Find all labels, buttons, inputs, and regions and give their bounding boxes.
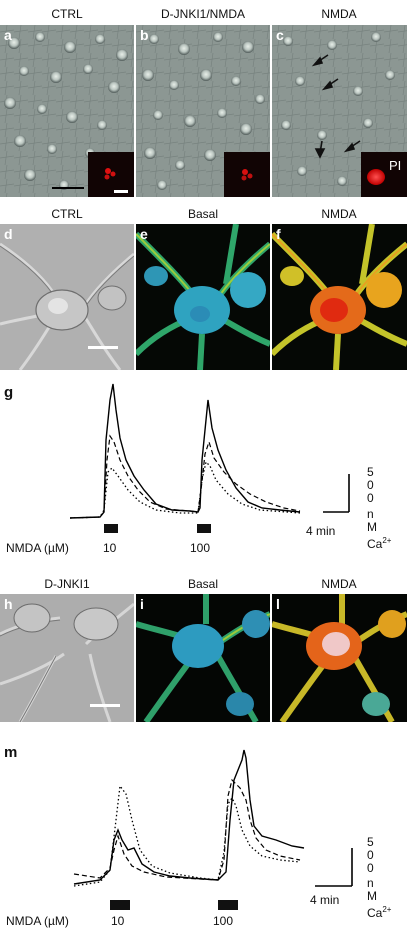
panel-letter-i: i (140, 596, 144, 612)
scale-value-g-1: 5 (367, 465, 374, 479)
scale-unit-g: n M Ca2+ (367, 508, 391, 551)
pi-stain-image-c (367, 169, 385, 185)
pi-inset-a (88, 152, 134, 197)
title-djnki1-nmda: D-JNKI1/NMDA (160, 7, 245, 21)
stim-bar-m-100 (218, 900, 238, 910)
scale-value-g: 5 0 0 (367, 466, 374, 505)
panel-letter-a: a (4, 27, 12, 43)
calcium-panel-l: l (272, 594, 407, 722)
pi-inset-b (224, 152, 270, 197)
trace-g-dotted (69, 460, 301, 519)
scale-bar-d (88, 346, 118, 349)
calcium-panel-f: f (272, 224, 407, 370)
trace-g-dashed (69, 434, 301, 519)
scale-unit-g-ca: Ca (367, 537, 383, 551)
dose-label-g-10: 10 (103, 541, 117, 555)
title-djnki1-row3: D-JNKI1 (44, 577, 90, 591)
scale-value-g-3: 0 (367, 491, 374, 505)
calcium-panel-i: i (136, 594, 270, 722)
micrograph-panel-a: a (0, 25, 134, 197)
scale-sup-m: 2+ (382, 905, 392, 914)
scale-unit-m-ca: Ca (367, 906, 383, 920)
calcium-image-e-basal (136, 224, 270, 370)
dic-image-h (0, 594, 134, 722)
scale-value-m-3: 0 (367, 861, 374, 875)
micrograph-panel-c: c PI (272, 25, 407, 197)
panel-letter-c: c (276, 27, 284, 43)
scale-bar-h (90, 704, 120, 707)
scale-value-g-2: 0 (367, 478, 374, 492)
title-ctrl-row1: CTRL (51, 7, 83, 21)
dic-panel-h: h (0, 594, 134, 722)
trace-m-solid (73, 749, 305, 885)
calcium-panel-e: e (136, 224, 270, 370)
panel-letter-e: e (140, 226, 148, 242)
panel-letter-h: h (4, 596, 13, 612)
trace-m-dashed (73, 778, 301, 881)
stim-bar-g-10 (104, 524, 118, 533)
scale-unit-g-2: M (367, 520, 377, 534)
time-scale-m: 4 min (310, 893, 340, 907)
panel-letter-m: m (4, 744, 18, 761)
title-basal-row2: Basal (187, 207, 219, 221)
pi-inset-c: PI (361, 152, 407, 197)
calcium-image-f-nmda (272, 224, 407, 370)
scale-bar-a (52, 187, 84, 189)
stim-label-m: NMDA (µM) (6, 914, 69, 928)
scale-value-m-2: 0 (367, 848, 374, 862)
time-scale-g: 4 min (306, 524, 336, 538)
stim-bar-g-100 (197, 524, 211, 533)
micrograph-panel-b: b (136, 25, 270, 197)
scale-unit-m-1: n (367, 876, 374, 890)
scale-unit-m-3: Ca2+ (367, 903, 391, 920)
calcium-trace-chart-m (73, 749, 353, 910)
scale-unit-g-1: n (367, 507, 374, 521)
calcium-trace-chart-g (69, 383, 350, 533)
stim-label-g: NMDA (µM) (6, 541, 69, 555)
panel-letter-g: g (4, 384, 14, 401)
calcium-image-l-nmda (272, 594, 407, 722)
scale-unit-m: n M Ca2+ (367, 877, 391, 920)
scale-value-m-1: 5 (367, 835, 374, 849)
dose-label-m-10: 10 (111, 914, 125, 928)
title-nmda-row3: NMDA (321, 577, 357, 591)
dic-image-d (0, 224, 134, 370)
title-ctrl-row2: CTRL (51, 207, 83, 221)
inset-scale-bar-a (114, 190, 128, 193)
title-nmda-row2: NMDA (321, 207, 357, 221)
panel-letter-l: l (276, 596, 280, 612)
panel-letter-f: f (276, 226, 281, 242)
pi-label: PI (389, 158, 402, 173)
scale-unit-g-3: Ca2+ (367, 534, 391, 551)
scale-value-m: 5 0 0 (367, 836, 374, 875)
scale-unit-m-2: M (367, 889, 377, 903)
pi-stain-image-b (241, 169, 253, 181)
trace-m-dotted (73, 784, 301, 887)
scale-sup-g: 2+ (382, 536, 392, 545)
dose-label-m-100: 100 (213, 914, 234, 928)
phase-contrast-image-a (0, 25, 134, 197)
pi-stain-image-a (104, 168, 116, 180)
calcium-image-i-basal (136, 594, 270, 722)
stim-bar-m-10 (110, 900, 130, 910)
title-nmda-row1: NMDA (321, 7, 357, 21)
dic-panel-d: d (0, 224, 134, 370)
panel-letter-b: b (140, 27, 149, 43)
arrows-c (311, 54, 361, 159)
title-basal-row3: Basal (187, 577, 219, 591)
panel-letter-d: d (4, 226, 13, 242)
dose-label-g-100: 100 (190, 541, 211, 555)
